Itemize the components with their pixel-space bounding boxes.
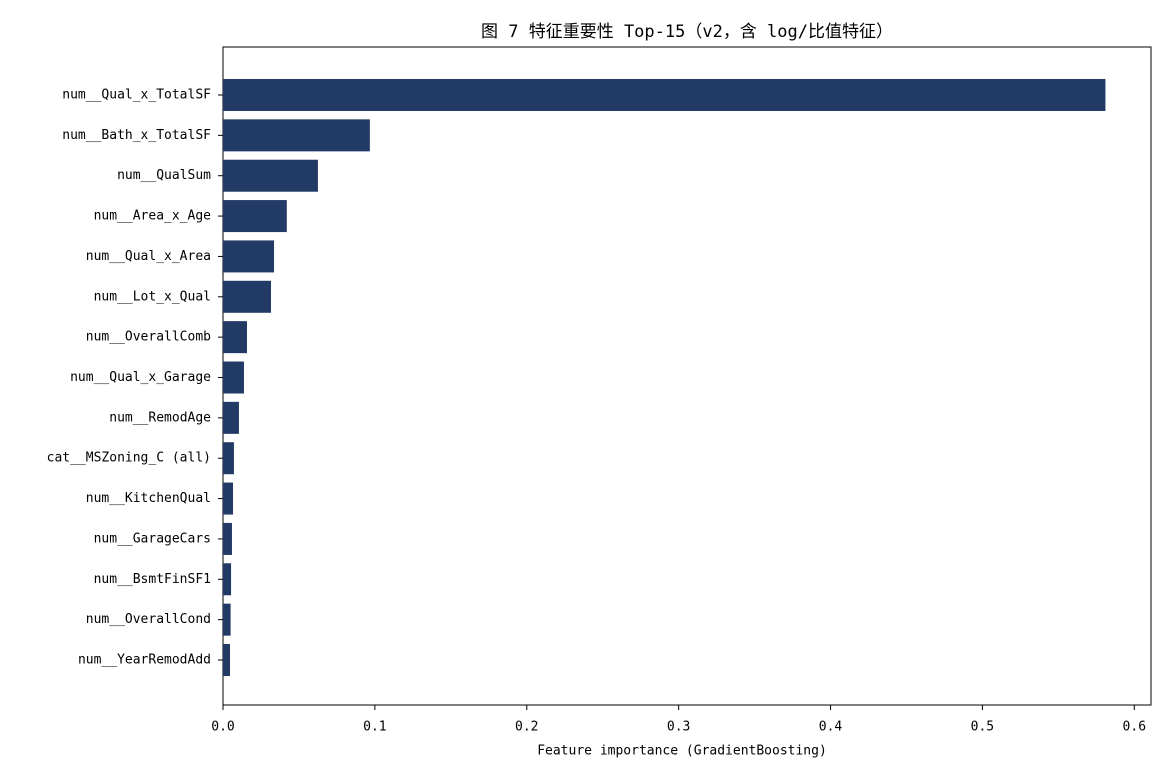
y-tick-label: num__GarageCars xyxy=(94,531,211,546)
bar xyxy=(223,280,271,313)
y-tick-label: num__KitchenQual xyxy=(86,491,211,506)
x-tick-label: 0.1 xyxy=(363,720,386,735)
chart-title: 图 7 特征重要性 Top-15（v2，含 log/比值特征） xyxy=(481,22,893,42)
bar xyxy=(223,401,239,434)
bar xyxy=(223,200,287,233)
bar xyxy=(223,79,1106,111)
bar xyxy=(223,119,370,152)
y-tick-label: num__Area_x_Age xyxy=(94,209,212,224)
y-tick-label: num__YearRemodAdd xyxy=(78,653,211,668)
bar xyxy=(223,482,234,515)
y-tick-label: cat__MSZoning_C (all) xyxy=(47,451,211,466)
bar xyxy=(223,442,234,475)
y-tick-label: num__Bath_x_TotalSF xyxy=(62,128,211,143)
x-tick-label: 0.5 xyxy=(971,720,994,735)
bar xyxy=(223,321,247,354)
x-tick-label: 0.3 xyxy=(667,720,690,735)
y-tick-label: num__OverallComb xyxy=(86,330,211,345)
y-tick-label: num__BsmtFinSF1 xyxy=(94,572,211,587)
x-tick-label: 0.0 xyxy=(211,720,234,735)
y-tick-label: num__QualSum xyxy=(117,168,211,183)
y-tick-label: num__OverallCond xyxy=(86,612,211,627)
y-tick-label: num__Lot_x_Qual xyxy=(94,289,211,304)
bar xyxy=(223,644,230,676)
bar xyxy=(223,563,232,596)
y-tick-label: num__Qual_x_Area xyxy=(86,249,211,264)
bar xyxy=(223,240,275,273)
y-tick-label: num__Qual_x_Garage xyxy=(70,370,211,385)
bar xyxy=(223,603,231,636)
x-tick-label: 0.6 xyxy=(1123,720,1146,735)
x-tick-label: 0.2 xyxy=(515,720,538,735)
bar xyxy=(223,522,232,555)
y-tick-label: num__Qual_x_TotalSF xyxy=(62,88,211,103)
x-axis-label: Feature importance (GradientBoosting) xyxy=(537,744,827,759)
y-tick-label: num__RemodAge xyxy=(109,410,211,425)
bar xyxy=(223,159,318,192)
bar xyxy=(223,361,244,394)
x-tick-label: 0.4 xyxy=(819,720,843,735)
